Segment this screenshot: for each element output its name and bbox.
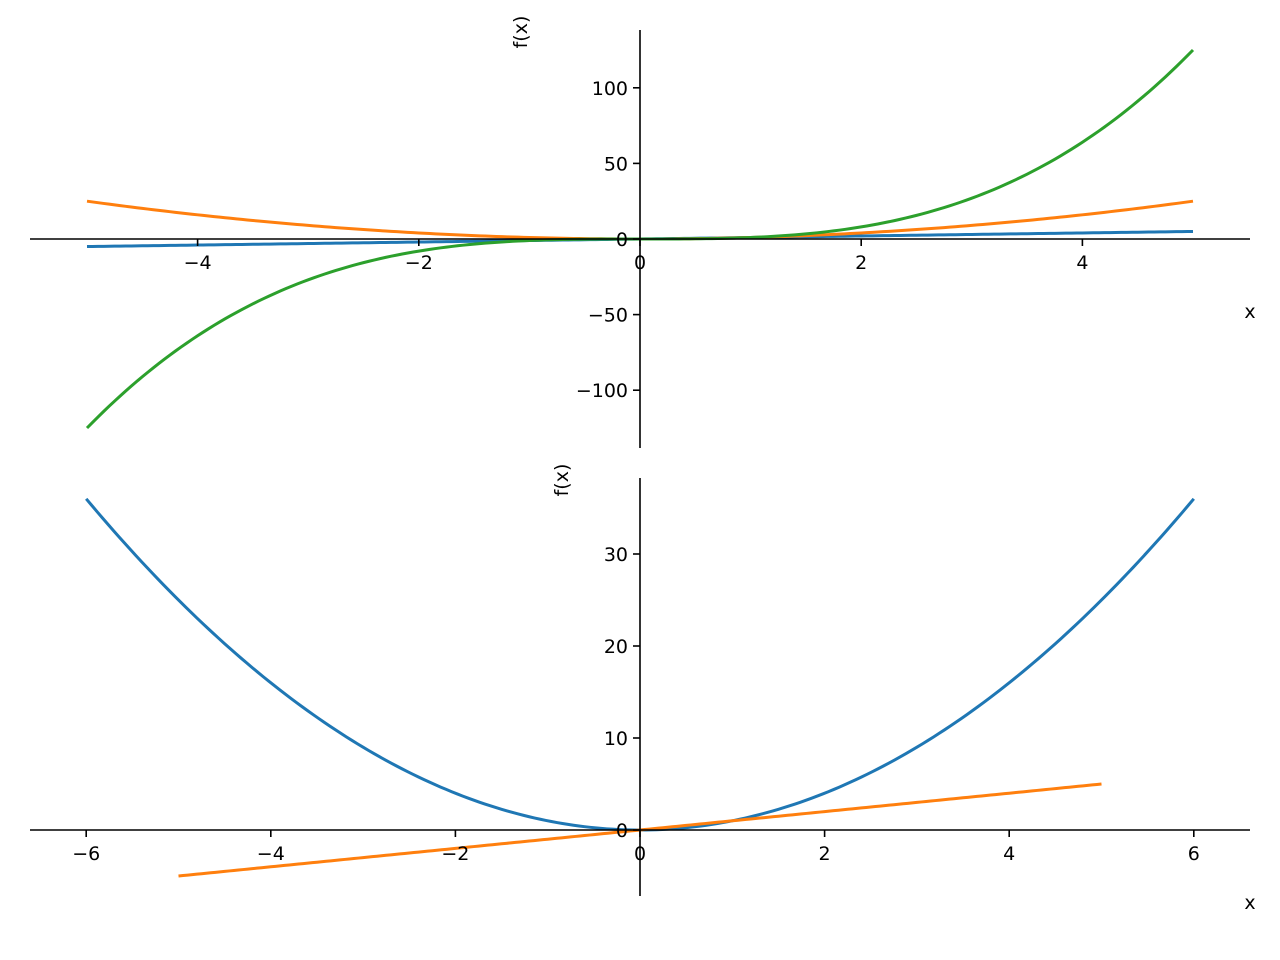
x-tick-label: −4 bbox=[184, 252, 212, 274]
y-tick-label: 0 bbox=[616, 820, 628, 842]
y-tick-label: 0 bbox=[616, 229, 628, 251]
x-tick-label: 2 bbox=[819, 843, 831, 865]
y-tick-label: 30 bbox=[604, 544, 628, 566]
x-tick-label: 4 bbox=[1076, 252, 1088, 274]
y-tick-label: 10 bbox=[604, 728, 628, 750]
y-axis-label: f(x) bbox=[551, 464, 573, 497]
x-axis-label: x bbox=[1244, 301, 1255, 323]
x-tick-label: 2 bbox=[855, 252, 867, 274]
x-tick-label: 6 bbox=[1188, 843, 1200, 865]
y-tick-label: −50 bbox=[588, 305, 628, 327]
x-tick-label: −4 bbox=[257, 843, 285, 865]
subplot-2: −6 −4 −2 0 2 4 6 0 10 20 30 x f(x) bbox=[30, 464, 1256, 914]
x-axis-label: x bbox=[1244, 892, 1255, 914]
x-tick-label: −6 bbox=[72, 843, 100, 865]
y-tick-label: 50 bbox=[604, 153, 628, 175]
y-tick-label: 20 bbox=[604, 636, 628, 658]
x-tick-label: 4 bbox=[1003, 843, 1015, 865]
x-tick-label: 0 bbox=[634, 252, 646, 274]
y-tick-label: 100 bbox=[592, 78, 628, 100]
x-tick-label: −2 bbox=[441, 843, 469, 865]
subplot-1: −4 −2 0 2 4 −100 −50 0 50 100 x f(x) bbox=[30, 16, 1256, 448]
y-axis-label: f(x) bbox=[510, 16, 532, 49]
y-tick-label: −100 bbox=[576, 380, 628, 402]
x-tick-label: 0 bbox=[634, 843, 646, 865]
x-tick-label: −2 bbox=[405, 252, 433, 274]
